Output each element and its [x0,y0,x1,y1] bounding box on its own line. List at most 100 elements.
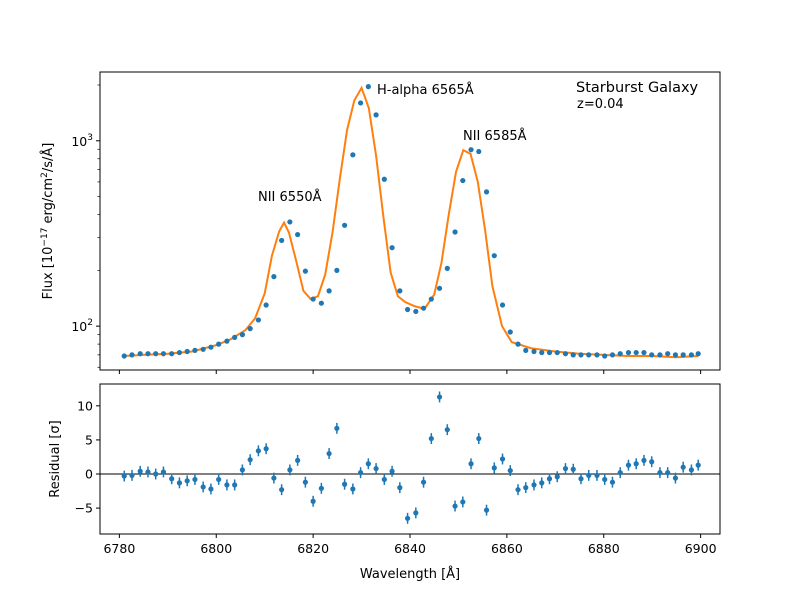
flux-point [665,351,671,357]
residual-point [499,456,506,462]
flux-point [476,148,482,155]
flux-point [287,219,293,225]
flux-point [546,349,553,356]
flux-y-axis-label: Flux [10−17 erg/cm2/s/Å] [40,143,56,300]
residual-point [271,475,277,481]
flux-point [342,222,348,228]
flux-x-ticks [118,370,702,374]
residual-point [129,472,135,478]
flux-plot-area [100,72,720,370]
residual-point [357,470,364,476]
residual-y-axis-label: Residual [σ] [48,420,63,497]
residual-point [562,465,569,472]
flux-point [578,352,584,358]
residual-point [200,484,206,490]
residual-y-tick-label: 5 [85,432,93,447]
flux-point [397,288,403,294]
flux-point [310,296,316,302]
residual-point [334,425,340,431]
flux-point [279,237,285,244]
flux-point [295,231,301,238]
residual-point [318,485,324,491]
residual-point [468,461,474,467]
residual-series [121,391,701,524]
flux-point [121,353,127,359]
flux-point [515,341,521,347]
x-tick-label: 6900 [685,541,717,556]
x-axis-label: Wavelength [Å] [360,566,460,582]
residual-point [145,469,151,475]
flux-point [436,285,443,291]
flux-point [444,265,450,271]
residual-point [444,427,450,433]
flux-point [617,351,623,357]
chart-subtitle: z=0.04 [577,97,624,112]
residual-point [184,478,190,484]
flux-point [302,268,308,274]
residual-point [137,468,143,474]
residual-point [350,486,356,492]
residual-point [491,465,497,471]
residual-point [413,510,419,516]
residual-point [326,450,332,457]
residual-point [695,462,701,468]
flux-point [657,352,663,358]
flux-point [695,351,701,357]
flux-point [216,341,222,347]
flux-point [586,352,592,358]
flux-point [688,352,695,358]
residual-point [633,461,639,467]
flux-point [468,147,474,153]
flux-point [499,302,506,308]
flux-point [326,288,332,294]
residual-point [373,465,379,472]
flux-point [460,177,466,184]
residual-point [586,472,592,478]
residual-point [515,487,521,493]
residual-point [404,515,411,521]
residual-y-tick-label: 10 [77,398,93,413]
residual-point [176,480,183,486]
flux-point [192,347,198,353]
residual-point [153,471,159,477]
x-tick-label: 6840 [394,541,426,556]
flux-point [357,100,364,106]
x-tick-label: 6820 [297,541,329,556]
residual-point [160,469,167,475]
residual-point [239,467,246,473]
residual-point [428,435,434,442]
flux-point [507,329,513,335]
flux-y-tick-label: 103 [71,133,93,149]
residual-x-ticks: 6780 6800 6820 6840 6860 6880 6900 [103,534,717,556]
flux-point [334,267,340,273]
flux-point [483,189,490,195]
model-series [124,85,699,359]
flux-point [160,351,167,357]
residual-point [554,474,560,480]
residual-point [672,475,679,481]
flux-point [452,229,458,235]
residual-point [578,476,584,482]
residual-point [523,485,529,491]
residual-point [546,476,553,482]
flux-point [539,349,545,356]
residual-point [609,479,616,485]
flux-point [602,353,608,359]
residual-point [255,448,261,454]
annotation-h-alpha: H-alpha 6565Å [377,82,474,98]
chart-title: Starburst Galaxy [576,80,699,96]
flux-point [373,112,379,118]
residual-point [420,479,427,485]
flux-point [672,352,679,358]
annotation-nii-6585: NII 6585Å [463,128,527,144]
x-tick-label: 6780 [103,541,135,556]
flux-point [680,352,686,358]
residual-point [507,467,513,474]
flux-point [255,317,261,323]
flux-point [404,306,411,313]
residual-point [302,479,308,485]
flux-point [491,253,497,259]
residual-point [232,482,238,488]
flux-point [247,326,253,332]
residual-point [263,446,269,452]
